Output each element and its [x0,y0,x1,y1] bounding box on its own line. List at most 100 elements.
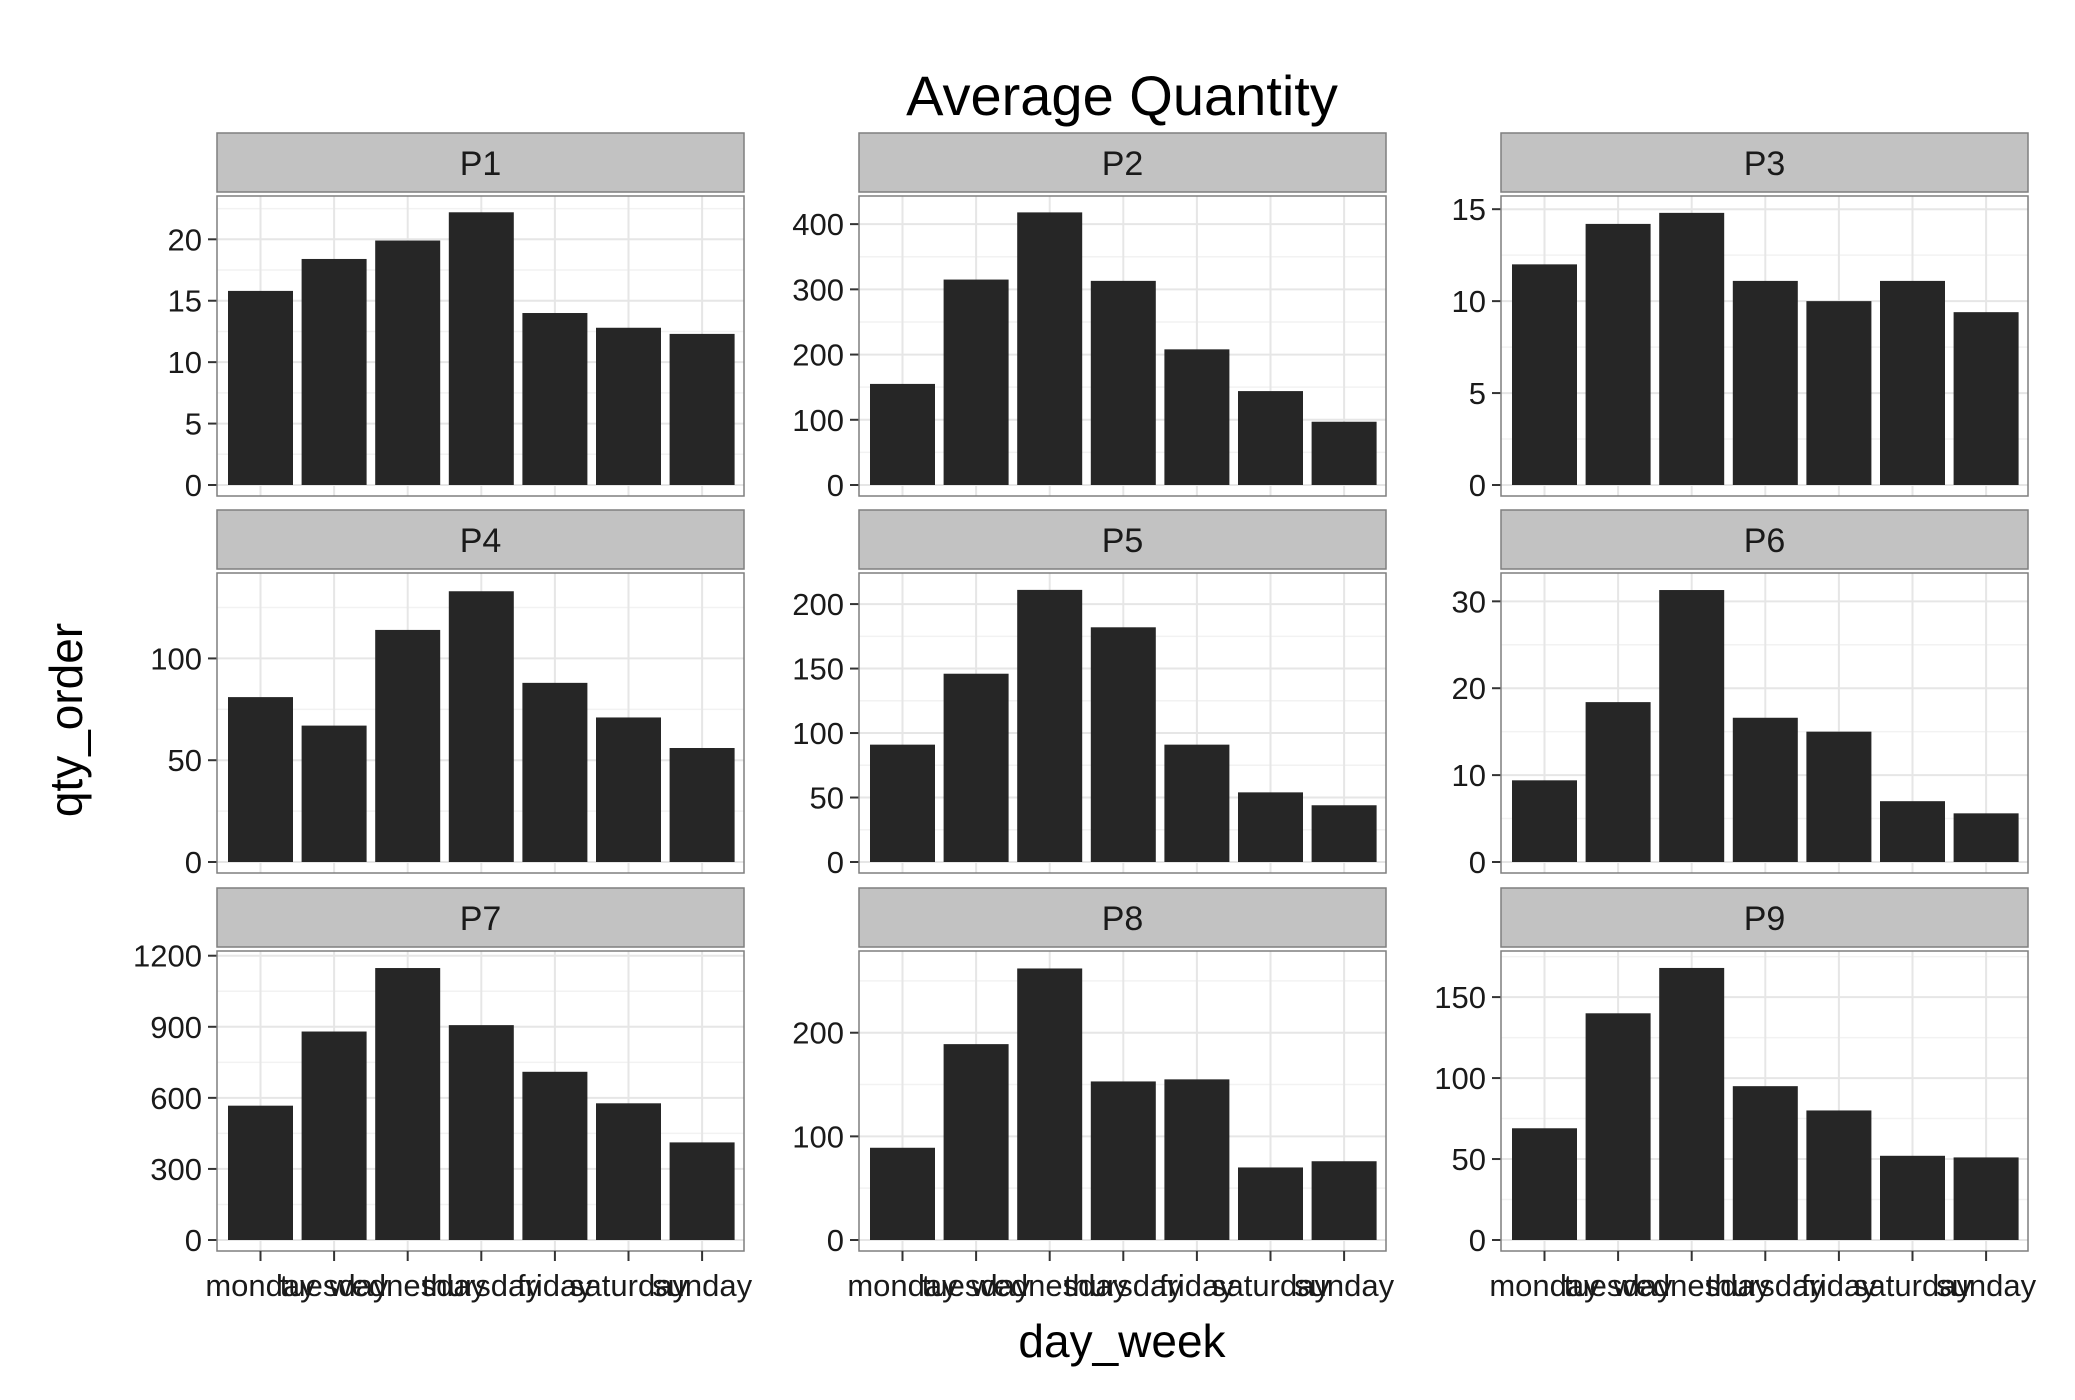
bar-p5-tuesday [943,673,1009,862]
panel-p2: P2 0 100 200 300 400 [792,132,1387,503]
bar-p3-sunday [1953,312,2019,485]
panel-border [858,572,1387,874]
x-tick-label: saturday [1853,1268,1972,1303]
bar-p4-wednesday [375,629,441,862]
bar-p8-saturday [1238,1167,1303,1240]
y-tick-label: 50 [168,743,202,778]
y-tick-label: 5 [185,407,202,442]
bar-p3-thursday [1732,280,1798,485]
bar-p3-monday [1512,264,1577,485]
panel-border [1500,195,2029,497]
bar-p3-saturday [1880,280,1945,485]
bar-p6-wednesday [1659,590,1725,862]
y-tick-label: 0 [827,845,844,880]
y-tick-label: 50 [1452,1142,1486,1177]
y-tick-label: 20 [1452,671,1486,706]
facet-strip [858,509,1387,570]
y-tick-label: 200 [792,338,844,373]
x-tick-label: monday [1489,1268,1600,1303]
bar-p5-monday [870,744,935,862]
bar-p4-saturday [596,717,661,862]
y-tick-label: 0 [1469,845,1486,880]
x-tick-label: sunday [652,1268,752,1303]
bar-p1-wednesday [375,240,441,485]
bar-p1-friday [522,313,588,485]
facet-strip [1500,509,2029,570]
bar-p2-tuesday [943,279,1009,485]
bar-p6-monday [1512,780,1577,862]
y-tick-label: 0 [827,1223,844,1258]
bar-p8-wednesday [1017,968,1083,1240]
facet-strip [1500,887,2029,948]
panel-border [216,195,745,497]
y-tick-label: 15 [1452,192,1486,227]
panel-p3: P3 0 5 10 15 [1452,132,2029,503]
bar-p2-monday [870,383,935,485]
x-tick-label: saturday [1211,1268,1330,1303]
bar-p8-tuesday [943,1044,1009,1240]
y-tick-label: 150 [792,652,844,687]
x-tick-label: thursday [422,1268,541,1303]
bar-p2-sunday [1311,421,1377,485]
x-tick-label: monday [847,1268,958,1303]
panels-group: P105101520P20100200300400P3051015P405010… [133,132,2037,1303]
bar-p4-thursday [448,591,514,862]
bar-p4-friday [522,682,588,862]
y-tick-label: 0 [1469,468,1486,503]
panel-border [216,572,745,874]
bar-p7-thursday [448,1025,514,1240]
y-tick-label: 10 [1452,284,1486,319]
bar-p9-tuesday [1585,1013,1651,1240]
bar-p5-wednesday [1017,589,1083,862]
y-tick-label: 50 [810,781,844,816]
panel-p6: P6 0 10 20 30 [1452,509,2029,880]
facet-strip-label: P9 [1744,900,1786,938]
y-tick-label: 20 [168,222,202,257]
y-tick-label: 100 [1434,1061,1486,1096]
bar-p5-saturday [1238,792,1303,862]
x-tick-label: wednesday [970,1268,1128,1303]
bar-p9-wednesday [1659,967,1725,1240]
bar-p6-sunday [1953,813,2019,862]
y-tick-label: 600 [150,1081,202,1116]
bar-p7-saturday [596,1103,661,1240]
y-tick-label: 100 [792,403,844,438]
facet-strip-label: P2 [1102,145,1144,183]
y-tick-label: 150 [1434,980,1486,1015]
facet-strip-label: P7 [460,900,502,938]
facet-strip [216,132,745,193]
y-tick-label: 0 [185,845,202,880]
bar-p1-monday [228,290,293,485]
x-tick-label: tuesday [922,1268,1031,1303]
facet-strip-label: P1 [460,145,502,183]
facet-strip [216,509,745,570]
x-tick-label: monday [205,1268,316,1303]
y-tick-label: 400 [792,207,844,242]
y-tick-label: 0 [185,1223,202,1258]
bar-p4-tuesday [301,725,367,862]
x-tick-label: wednesday [328,1268,486,1303]
panel-border [858,195,1387,497]
facet-strip [216,887,745,948]
bar-p2-saturday [1238,391,1303,485]
facet-strip-label: P5 [1102,522,1144,560]
y-tick-label: 0 [827,468,844,503]
bar-p7-tuesday [301,1031,367,1240]
bar-p4-sunday [669,748,735,862]
y-axis-title: qty_order [40,623,92,817]
facet-strip [858,132,1387,193]
facet-strip-label: P6 [1744,522,1786,560]
bar-p8-friday [1164,1079,1230,1240]
x-axis-title: day_week [1018,1315,1226,1367]
y-tick-label: 200 [792,587,844,622]
y-tick-label: 30 [1452,584,1486,619]
y-tick-label: 300 [150,1152,202,1187]
bar-p5-sunday [1311,805,1377,862]
panel-p7: P7 0 300 600 900 1200 mondaytuesdaywednesdayth… [133,887,753,1303]
x-tick-label: tuesday [280,1268,389,1303]
panel-p4: P4 0 50 100 [150,509,745,880]
bar-p4-monday [228,697,293,862]
bar-p8-sunday [1311,1161,1377,1240]
bar-p2-wednesday [1017,212,1083,486]
